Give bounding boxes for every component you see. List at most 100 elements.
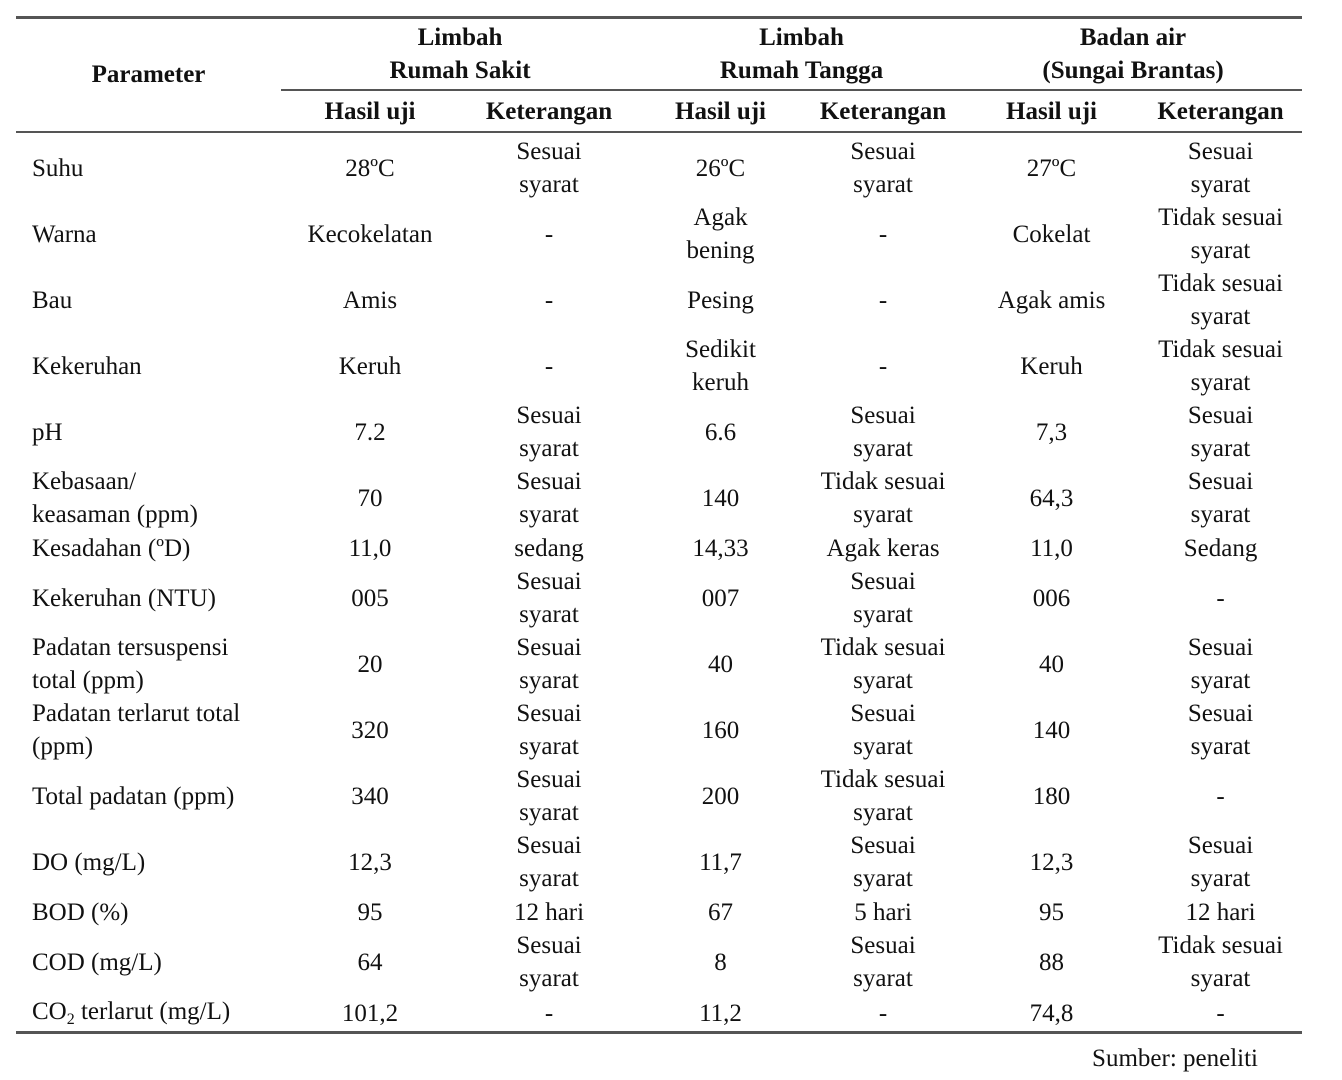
cell-text: Sesuai syarat: [1187, 468, 1254, 528]
cell-rt-hasil: Sedikit keruh: [639, 333, 802, 399]
cell-text: Sesuai syarat: [850, 832, 916, 892]
cell-text: Tidak sesuai syarat: [1158, 204, 1283, 264]
cell-rt-keterangan: -: [878, 220, 888, 248]
cell-text: Kebasaan/ keasaman (ppm): [32, 468, 198, 528]
cell-rs-keterangan: Sesuai syarat: [459, 631, 639, 697]
cell-text: Sesuai syarat: [850, 700, 916, 760]
subscript-text: 2: [66, 1011, 75, 1028]
cell-rs-hasil: Keruh: [338, 352, 402, 380]
cell-sb-keterangan: -: [1216, 584, 1225, 612]
cell-rt-keterangan: -: [878, 286, 888, 314]
cell-text: Tidak sesuai syarat: [1158, 270, 1283, 330]
cell-rt-keterangan: Sesuai syarat: [802, 132, 964, 201]
cell-text: Padatan tersuspensi total (ppm): [32, 634, 229, 694]
table-row: Padatan terlarut total (ppm) 320 Sesuai …: [16, 697, 1302, 763]
water-quality-table-container: Parameter Limbah Rumah Sakit Limbah Ruma…: [16, 16, 1303, 1034]
cell-text: Sesuai syarat: [1187, 138, 1254, 198]
cell-text: Tidak sesuai syarat: [1158, 336, 1283, 396]
cell-parameter: pH: [32, 418, 63, 446]
cell-parameter: Kekeruhan: [32, 352, 142, 380]
cell-text: Sesuai syarat: [516, 932, 582, 992]
cell-sb-hasil: 7,3: [1035, 418, 1068, 446]
cell-sb-hasil: 40: [1039, 650, 1065, 678]
header-group-rumah-tangga: Limbah Rumah Tangga: [639, 16, 965, 91]
header-group-line2: Rumah Sakit: [389, 57, 531, 84]
cell-parameter: Padatan terlarut total (ppm): [16, 697, 281, 763]
cell-text: Tidak sesuai syarat: [820, 766, 946, 826]
cell-rt-keterangan: -: [802, 995, 965, 1034]
cell-sb-keterangan: -: [1216, 782, 1225, 810]
cell-sb-hasil: Agak amis: [997, 286, 1106, 314]
water-quality-table: Parameter Limbah Rumah Sakit Limbah Ruma…: [16, 16, 1303, 1034]
source-note: Sumber: peneliti: [1092, 1045, 1258, 1072]
cell-sb-hasil: 74,8: [964, 995, 1140, 1034]
cell-text: Sesuai syarat: [850, 568, 916, 628]
cell-rt-hasil: 67: [708, 898, 734, 926]
cell-rt-hasil: 26ºC: [695, 154, 746, 182]
cell-text: Padatan terlarut total (ppm): [32, 700, 241, 760]
cell-parameter: Warna: [32, 220, 97, 248]
cell-rt-keterangan: Tidak sesuai syarat: [802, 465, 964, 531]
cell-text: Sesuai syarat: [1187, 634, 1254, 694]
cell-rs-hasil: 7.2: [354, 418, 386, 446]
cell-parameter: Kesadahan (ºD): [32, 534, 191, 562]
cell-text: Sesuai syarat: [1187, 832, 1254, 892]
table-row: Padatan tersuspensi total (ppm) 20 Sesua…: [16, 631, 1302, 697]
cell-parameter: CO2 terlarut (mg/L): [16, 995, 281, 1034]
cell-rt-hasil: 140: [701, 484, 740, 512]
cell-text: Sesuai syarat: [850, 932, 916, 992]
header-group-rumah-sakit: Limbah Rumah Sakit: [281, 16, 640, 91]
cell-rs-keterangan: Sesuai syarat: [459, 565, 639, 631]
cell-rs-hasil: 95: [357, 898, 383, 926]
cell-rs-keterangan: -: [459, 995, 640, 1034]
cell-rt-keterangan: -: [878, 352, 888, 380]
header-parameter: Parameter: [16, 16, 281, 133]
cell-text: Sesuai syarat: [1187, 402, 1254, 462]
header-group-line2: (Sungai Brantas): [1042, 57, 1224, 84]
cell-rs-hasil: 28ºC: [345, 154, 395, 182]
table-row: Suhu 28ºC Sesuai syarat 26ºC Sesuai syar…: [16, 132, 1302, 201]
cell-rs-keterangan: 12 hari: [513, 898, 585, 926]
cell-sb-hasil: 180: [1032, 782, 1071, 810]
cell-rt-hasil: Pesing: [687, 286, 754, 314]
header-keterangan: Keterangan: [802, 90, 965, 133]
cell-text: Sesuai syarat: [516, 832, 582, 892]
cell-rt-hasil: 11,2: [639, 995, 803, 1034]
cell-rt-keterangan: Sesuai syarat: [802, 399, 964, 465]
table-row: Total padatan (ppm) 340 Sesuai syarat 20…: [16, 763, 1302, 829]
cell-rs-keterangan: Sesuai syarat: [459, 465, 639, 531]
cell-sb-keterangan: Sesuai syarat: [1139, 697, 1302, 763]
cell-sb-keterangan: Tidak sesuai syarat: [1139, 333, 1302, 399]
cell-rt-keterangan: Sesuai syarat: [802, 829, 964, 895]
cell-text: Sesuai syarat: [850, 402, 916, 462]
cell-sb-hasil: 88: [1039, 948, 1065, 976]
cell-sb-hasil: 006: [1032, 584, 1071, 612]
cell-sb-hasil: Keruh: [1020, 352, 1083, 380]
cell-text: Sesuai syarat: [516, 700, 582, 760]
cell-rt-hasil: 160: [701, 716, 740, 744]
cell-sb-keterangan: Tidak sesuai syarat: [1139, 929, 1302, 995]
cell-text: Sesuai syarat: [1187, 700, 1254, 760]
cell-rs-keterangan: -: [544, 220, 554, 248]
cell-sb-keterangan: Sesuai syarat: [1139, 631, 1302, 697]
cell-text: Sesuai syarat: [516, 568, 582, 628]
cell-sb-hasil: 64,3: [1029, 484, 1074, 512]
cell-rt-keterangan: Sesuai syarat: [802, 697, 964, 763]
cell-rs-hasil: 12,3: [348, 848, 392, 876]
header-keterangan: Keterangan: [459, 90, 640, 133]
table-row: BOD (%) 95 12 hari 67 5 hari 95 12 hari: [16, 895, 1302, 929]
cell-text: Agak bening: [686, 204, 755, 264]
cell-rt-keterangan: Tidak sesuai syarat: [802, 631, 964, 697]
cell-sb-hasil: 11,0: [1030, 534, 1073, 562]
cell-rt-keterangan: 5 hari: [854, 898, 912, 926]
cell-parameter: COD (mg/L): [32, 948, 162, 976]
header-group-line2: Rumah Tangga: [719, 57, 884, 84]
cell-sb-hasil: 27ºC: [1026, 154, 1077, 182]
cell-text: Sesuai syarat: [516, 468, 582, 528]
cell-sb-hasil: Cokelat: [1012, 220, 1091, 248]
table-row: pH 7.2 Sesuai syarat 6.6 Sesuai syarat 7…: [16, 399, 1302, 465]
table-row: Bau Amis - Pesing - Agak amis Tidak sesu…: [16, 267, 1302, 333]
table-row: CO2 terlarut (mg/L) 101,2 - 11,2 - 74,8 …: [16, 995, 1303, 1034]
table-row: DO (mg/L) 12,3 Sesuai syarat 11,7 Sesuai…: [16, 829, 1302, 895]
cell-sb-hasil: 95: [1039, 898, 1065, 926]
